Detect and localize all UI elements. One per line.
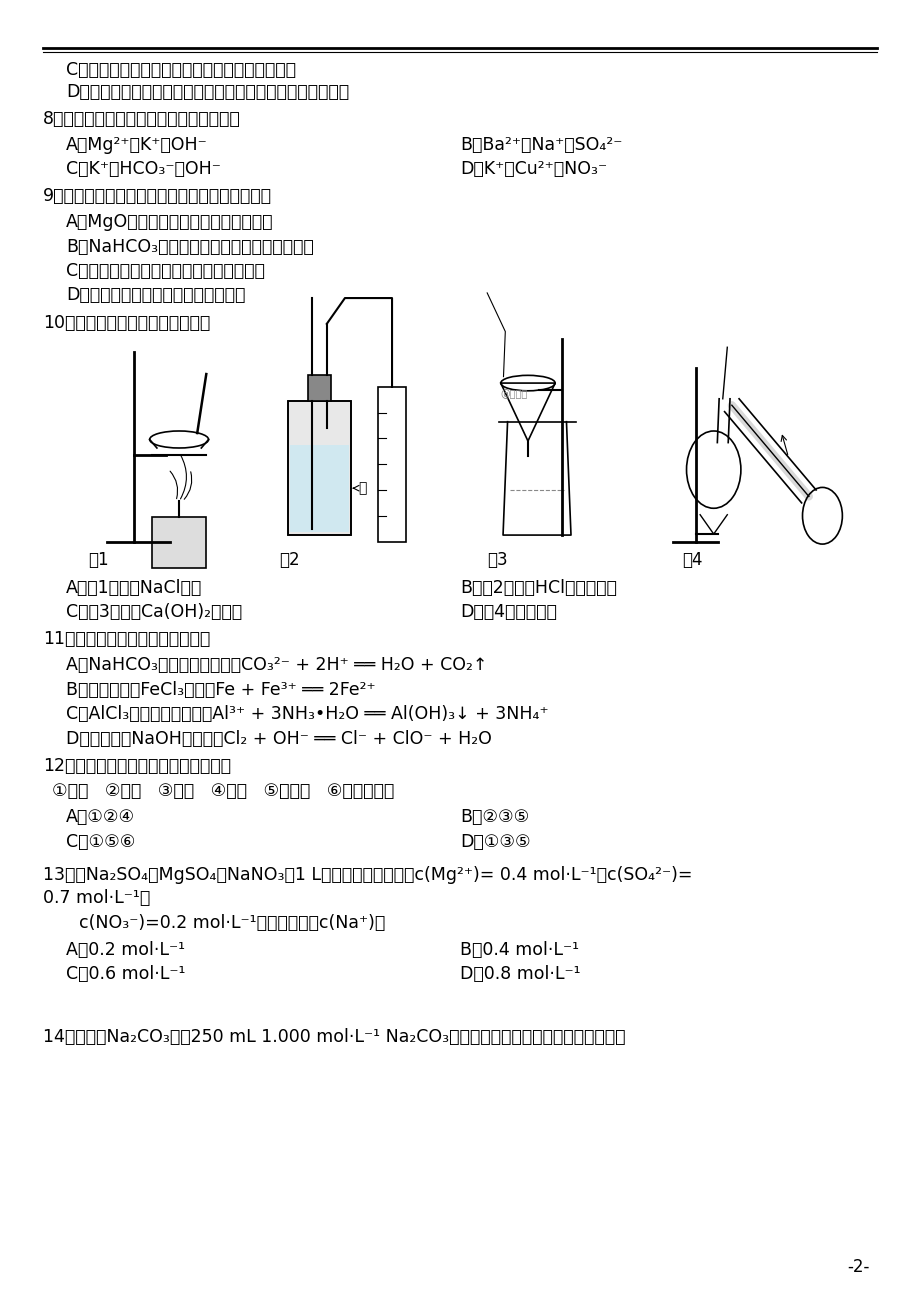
Text: B．NaHCO₃受热易分解，可用于治疗胃酸过多: B．NaHCO₃受热易分解，可用于治疗胃酸过多 bbox=[66, 237, 313, 255]
Text: C．图3：过滤Ca(OH)₂悬浊液: C．图3：过滤Ca(OH)₂悬浊液 bbox=[66, 603, 242, 621]
Text: D．工业接触法制硫酸的主要设备有沸腾炉、接触室、吸收塔: D．工业接触法制硫酸的主要设备有沸腾炉、接触室、吸收塔 bbox=[66, 83, 348, 102]
Bar bbox=[288, 401, 351, 535]
Text: D．图4：蒸馏乙醇: D．图4：蒸馏乙醇 bbox=[460, 603, 556, 621]
Text: C．金属铜具有金属光泽，可用作导电材料: C．金属铜具有金属光泽，可用作导电材料 bbox=[66, 262, 265, 280]
Text: A．图1：蒸发NaCl溶液: A．图1：蒸发NaCl溶液 bbox=[66, 579, 202, 596]
Text: A．①②④: A．①②④ bbox=[66, 809, 135, 827]
Text: D．K⁺、Cu²⁺、NO₃⁻: D．K⁺、Cu²⁺、NO₃⁻ bbox=[460, 160, 607, 178]
Text: ①温度   ②浓度   ③容量   ④压强   ⑤刻度线   ⑥酸式或碱式: ①温度 ②浓度 ③容量 ④压强 ⑤刻度线 ⑥酸式或碱式 bbox=[52, 783, 394, 801]
Text: B．图2：测量HCl气体的体积: B．图2：测量HCl气体的体积 bbox=[460, 579, 617, 596]
Text: A．MgO具有高熔点，可用于制耐火材料: A．MgO具有高熔点，可用于制耐火材料 bbox=[66, 214, 273, 230]
Bar bbox=[289, 445, 349, 533]
Text: 8．下列各组离子在溶液中能大量共存的是: 8．下列各组离子在溶液中能大量共存的是 bbox=[43, 109, 241, 128]
Text: B．②③⑤: B．②③⑤ bbox=[460, 809, 528, 827]
Bar bbox=[308, 375, 331, 401]
Text: A．Mg²⁺、K⁺、OH⁻: A．Mg²⁺、K⁺、OH⁻ bbox=[66, 135, 208, 154]
Text: 9．下列有关物质的性质与用途具有对应关系的是: 9．下列有关物质的性质与用途具有对应关系的是 bbox=[43, 187, 272, 206]
Text: D．①③⑤: D．①③⑤ bbox=[460, 833, 530, 850]
Text: @正确云: @正确云 bbox=[500, 389, 528, 400]
Text: 图1: 图1 bbox=[88, 551, 109, 569]
Text: D．0.8 mol·L⁻¹: D．0.8 mol·L⁻¹ bbox=[460, 965, 580, 983]
Text: 12．以下六项中需在容量瓶上标出的是: 12．以下六项中需在容量瓶上标出的是 bbox=[43, 756, 231, 775]
Bar bbox=[152, 517, 206, 568]
Text: A．0.2 mol·L⁻¹: A．0.2 mol·L⁻¹ bbox=[66, 941, 185, 958]
Bar bbox=[288, 401, 351, 535]
Text: C．K⁺、HCO₃⁻、OH⁻: C．K⁺、HCO₃⁻、OH⁻ bbox=[66, 160, 221, 178]
Text: B．Ba²⁺、Na⁺、SO₄²⁻: B．Ba²⁺、Na⁺、SO₄²⁻ bbox=[460, 135, 621, 154]
Text: 0.7 mol·L⁻¹，: 0.7 mol·L⁻¹， bbox=[43, 889, 151, 907]
Text: c(NO₃⁻)=0.2 mol·L⁻¹，则此溶液中c(Na⁺)为: c(NO₃⁻)=0.2 mol·L⁻¹，则此溶液中c(Na⁺)为 bbox=[79, 914, 385, 932]
Text: -2-: -2- bbox=[846, 1258, 869, 1276]
Text: 14．用无水Na₂CO₃配制250 mL 1.000 mol·L⁻¹ Na₂CO₃溶液时，下列操作会使配制的溶液浓度: 14．用无水Na₂CO₃配制250 mL 1.000 mol·L⁻¹ Na₂CO… bbox=[43, 1029, 625, 1047]
Text: 图2: 图2 bbox=[278, 551, 299, 569]
Text: C．①⑤⑥: C．①⑤⑥ bbox=[66, 833, 135, 850]
Text: 水: 水 bbox=[358, 482, 367, 495]
Text: 13．含Na₂SO₄、MgSO₄和NaNO₃的1 L混合溶液，已知其中c(Mg²⁺)= 0.4 mol·L⁻¹，c(SO₄²⁻)=: 13．含Na₂SO₄、MgSO₄和NaNO₃的1 L混合溶液，已知其中c(Mg²… bbox=[43, 866, 692, 884]
Text: D．浓硫酸具有脱水性，可用作干燥剂: D．浓硫酸具有脱水性，可用作干燥剂 bbox=[66, 286, 245, 305]
Text: B．铁片上滴加FeCl₃溶液：Fe + Fe³⁺ ══ 2Fe²⁺: B．铁片上滴加FeCl₃溶液：Fe + Fe³⁺ ══ 2Fe²⁺ bbox=[66, 681, 375, 699]
Text: C．AlCl₃溶液中加入氨水：Al³⁺ + 3NH₃•H₂O ══ Al(OH)₃↓ + 3NH₄⁺: C．AlCl₃溶液中加入氨水：Al³⁺ + 3NH₃•H₂O ══ Al(OH)… bbox=[66, 706, 548, 723]
Text: 图4: 图4 bbox=[681, 551, 702, 569]
Text: C．从铝土矿到铝单质过程中未涉及氧化还原反应: C．从铝土矿到铝单质过程中未涉及氧化还原反应 bbox=[66, 61, 296, 79]
Text: D．氯气通入NaOH溶液中：Cl₂ + OH⁻ ══ Cl⁻ + ClO⁻ + H₂O: D．氯气通入NaOH溶液中：Cl₂ + OH⁻ ══ Cl⁻ + ClO⁻ + … bbox=[66, 729, 491, 747]
Text: C．0.6 mol·L⁻¹: C．0.6 mol·L⁻¹ bbox=[66, 965, 185, 983]
Text: 图3: 图3 bbox=[487, 551, 507, 569]
Bar bbox=[378, 387, 405, 542]
Text: B．0.4 mol·L⁻¹: B．0.4 mol·L⁻¹ bbox=[460, 941, 578, 958]
Text: 11．下列离子方程式书写正确的是: 11．下列离子方程式书写正确的是 bbox=[43, 630, 210, 648]
Text: 10．下列实验方法或操作正确的是: 10．下列实验方法或操作正确的是 bbox=[43, 314, 210, 332]
Text: A．NaHCO₃溶液中滴加醋酸：CO₃²⁻ + 2H⁺ ══ H₂O + CO₂↑: A．NaHCO₃溶液中滴加醋酸：CO₃²⁻ + 2H⁺ ══ H₂O + CO₂… bbox=[66, 656, 487, 674]
